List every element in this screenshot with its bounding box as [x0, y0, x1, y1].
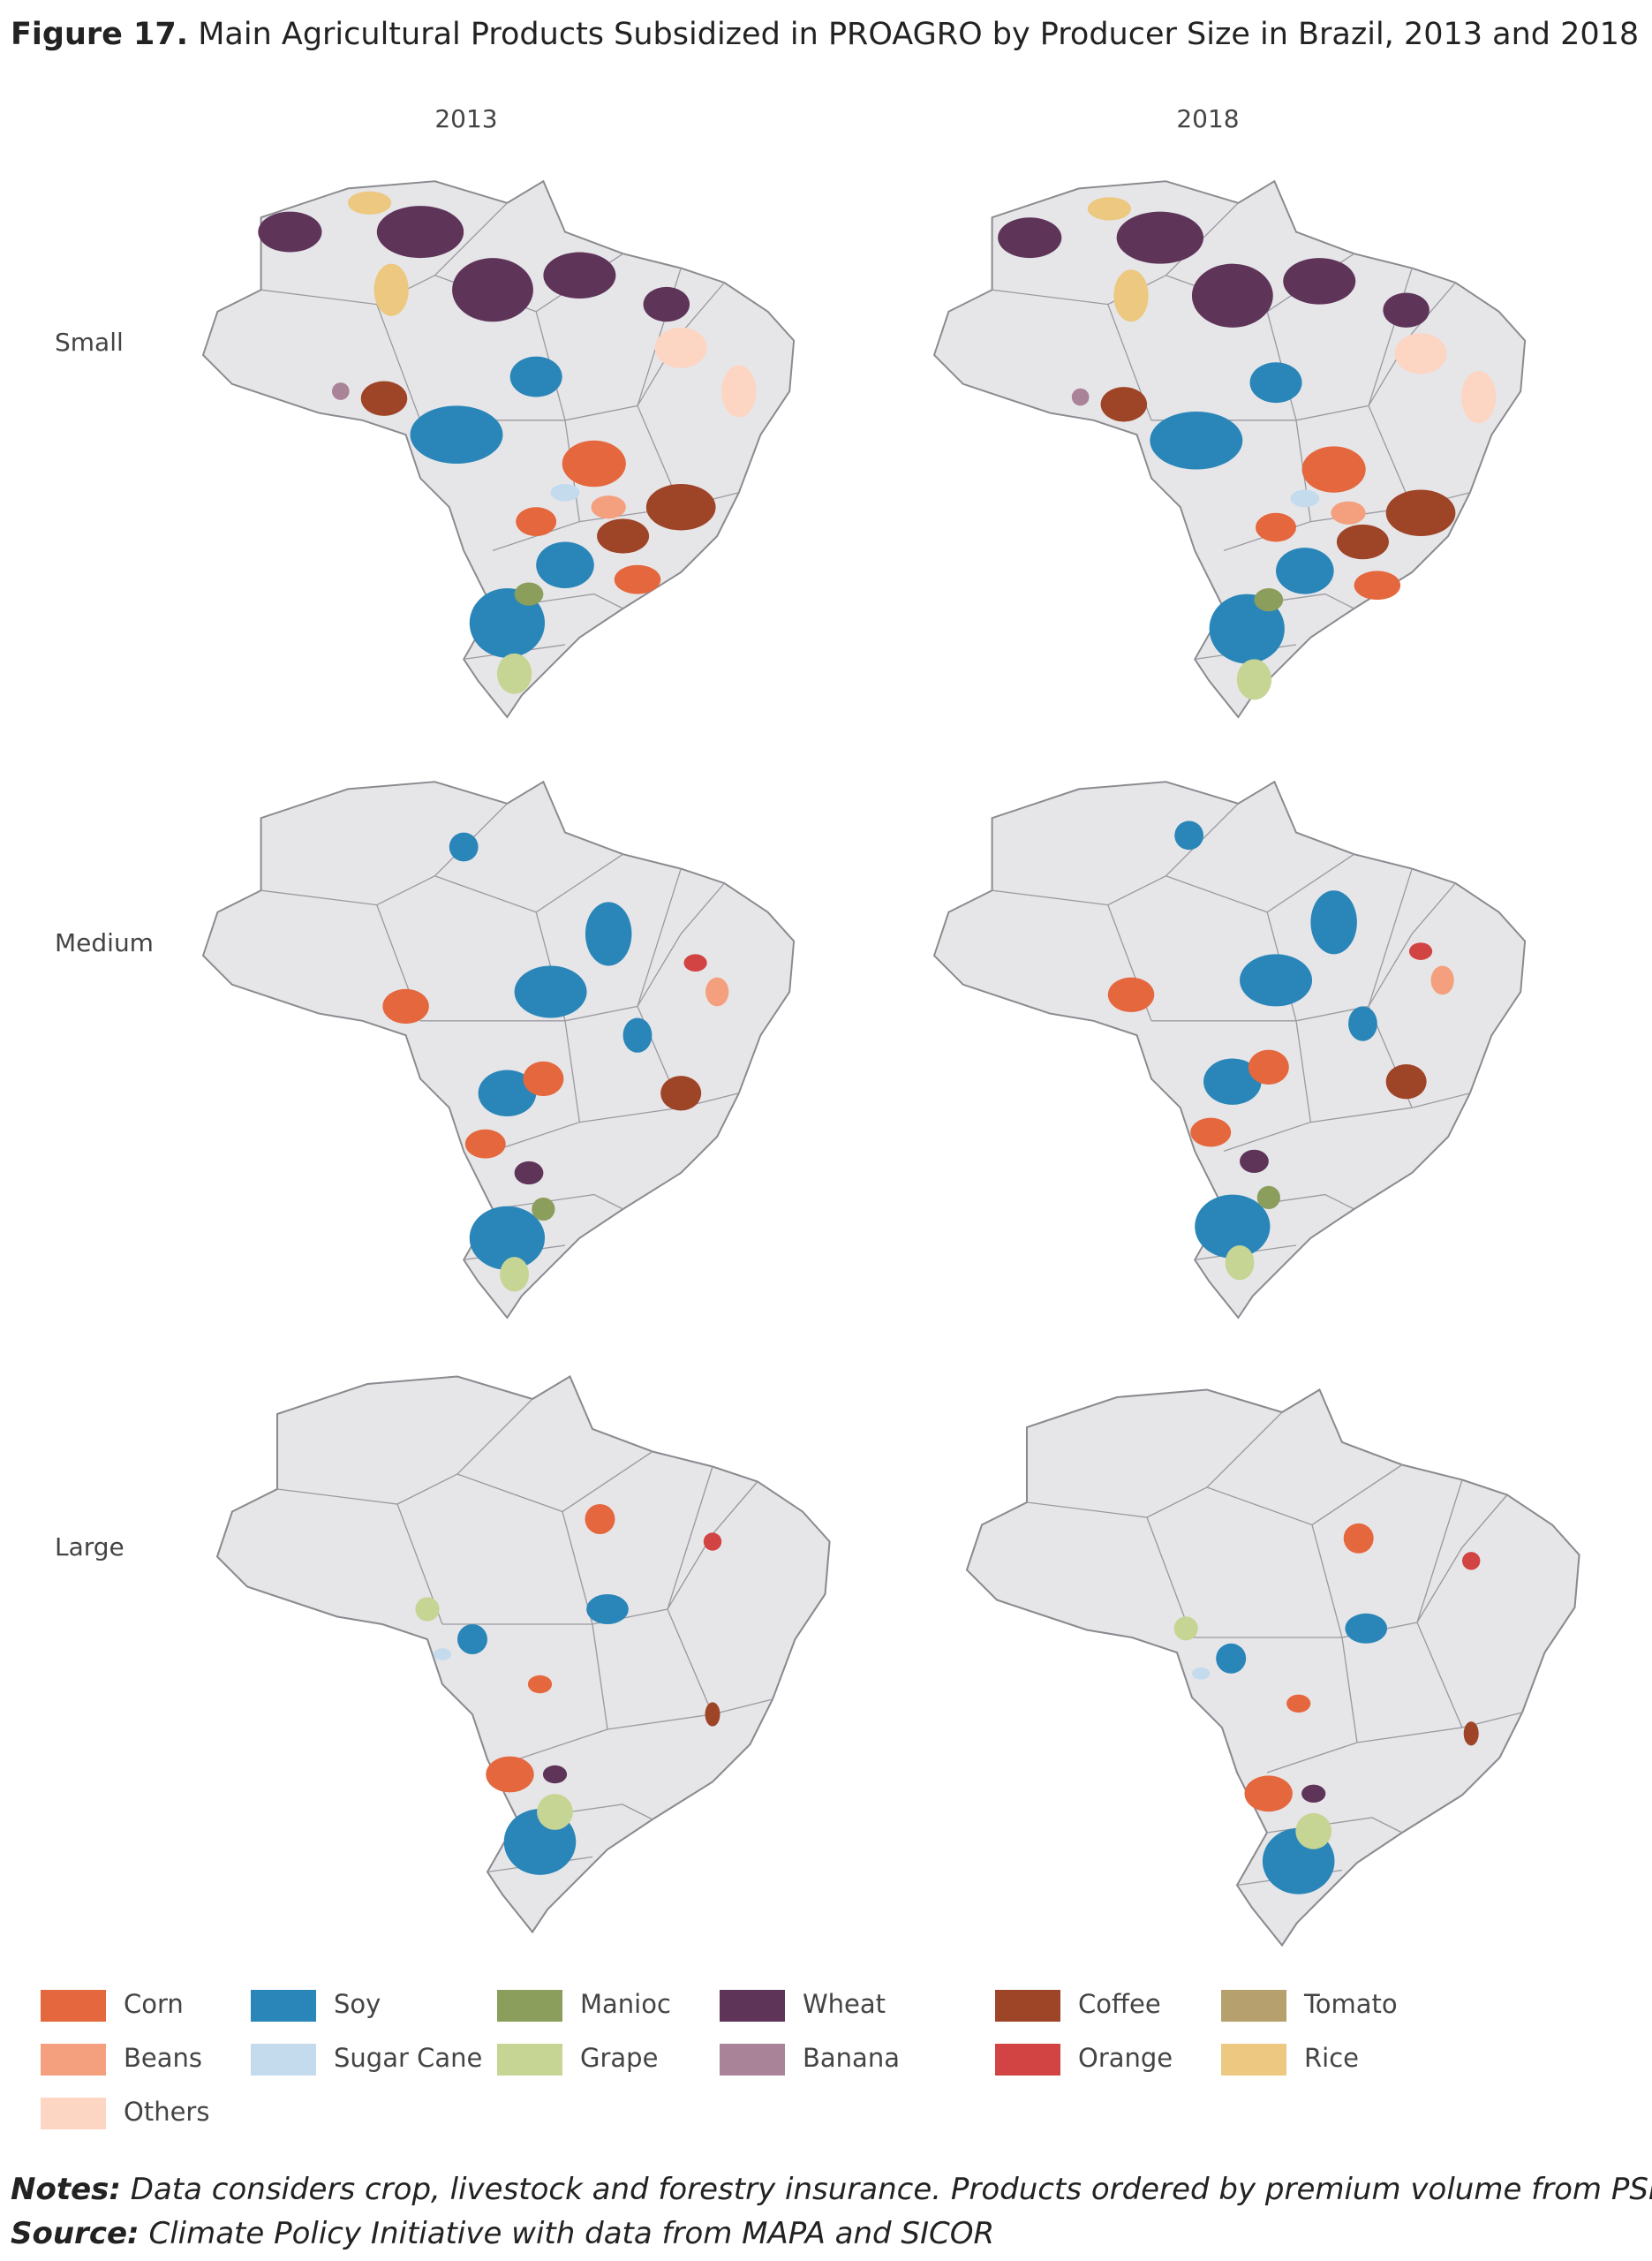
column-label: 2013 [434, 104, 497, 133]
legend-swatch [251, 1990, 316, 2022]
legend-swatch [497, 2044, 562, 2076]
legend-label: Corn [124, 1989, 184, 2019]
map-small-2018 [933, 180, 1527, 718]
legend-label: Manioc [580, 1989, 671, 2019]
legend-swatch [41, 1990, 106, 2022]
legend-label: Coffee [1078, 1989, 1161, 2019]
column-label: 2018 [1176, 104, 1239, 133]
figure-number: Figure 17. [11, 17, 188, 52]
source: Source: Climate Policy Initiative with d… [11, 2216, 994, 2251]
source-label: Source: [11, 2216, 140, 2251]
legend-label: Grape [580, 2043, 658, 2073]
map-small-2013 [202, 180, 796, 718]
source-text: Climate Policy Initiative with data from… [148, 2216, 994, 2251]
legend-label: Soy [334, 1989, 381, 2019]
row-label: Medium [55, 928, 154, 957]
legend-label: Beans [124, 2043, 202, 2073]
row-label: Large [55, 1532, 124, 1562]
legend-label: Orange [1078, 2043, 1173, 2073]
figure-title: Figure 17. Main Agricultural Products Su… [11, 17, 1639, 52]
legend-swatch [497, 1990, 562, 2022]
legend-label: Banana [803, 2043, 900, 2073]
legend-swatch [995, 2044, 1060, 2076]
title-text: Main Agricultural Products Subsidized in… [198, 17, 1639, 52]
legend-label: Tomato [1303, 1989, 1398, 2019]
map-medium-2018 [933, 781, 1527, 1319]
legend-swatch [720, 1990, 785, 2022]
map-medium-2013 [202, 781, 796, 1319]
map-large-2018 [965, 1388, 1580, 1947]
legend-label: Rice [1304, 2043, 1359, 2073]
legend-swatch [995, 1990, 1060, 2022]
legend-swatch [720, 2044, 785, 2076]
map-large-2013 [215, 1375, 831, 1933]
legend-swatch [251, 2044, 316, 2076]
legend-swatch [41, 2098, 106, 2129]
legend-swatch [41, 2044, 106, 2076]
legend-label: Sugar Cane [334, 2043, 482, 2073]
notes: Notes: Data considers crop, livestock an… [11, 2172, 1652, 2207]
row-label: Small [55, 328, 124, 357]
legend-swatch [1221, 1990, 1286, 2022]
legend: Corn Soy Manioc Wheat Coffee Tomato Beans Sugar… [41, 1989, 1398, 2129]
notes-label: Notes: [11, 2172, 121, 2207]
legend-label: Others [124, 2097, 209, 2127]
legend-swatch [1221, 2044, 1286, 2076]
legend-label: Wheat [803, 1989, 886, 2019]
notes-text: Data considers crop, livestock and fores… [131, 2172, 1652, 2207]
